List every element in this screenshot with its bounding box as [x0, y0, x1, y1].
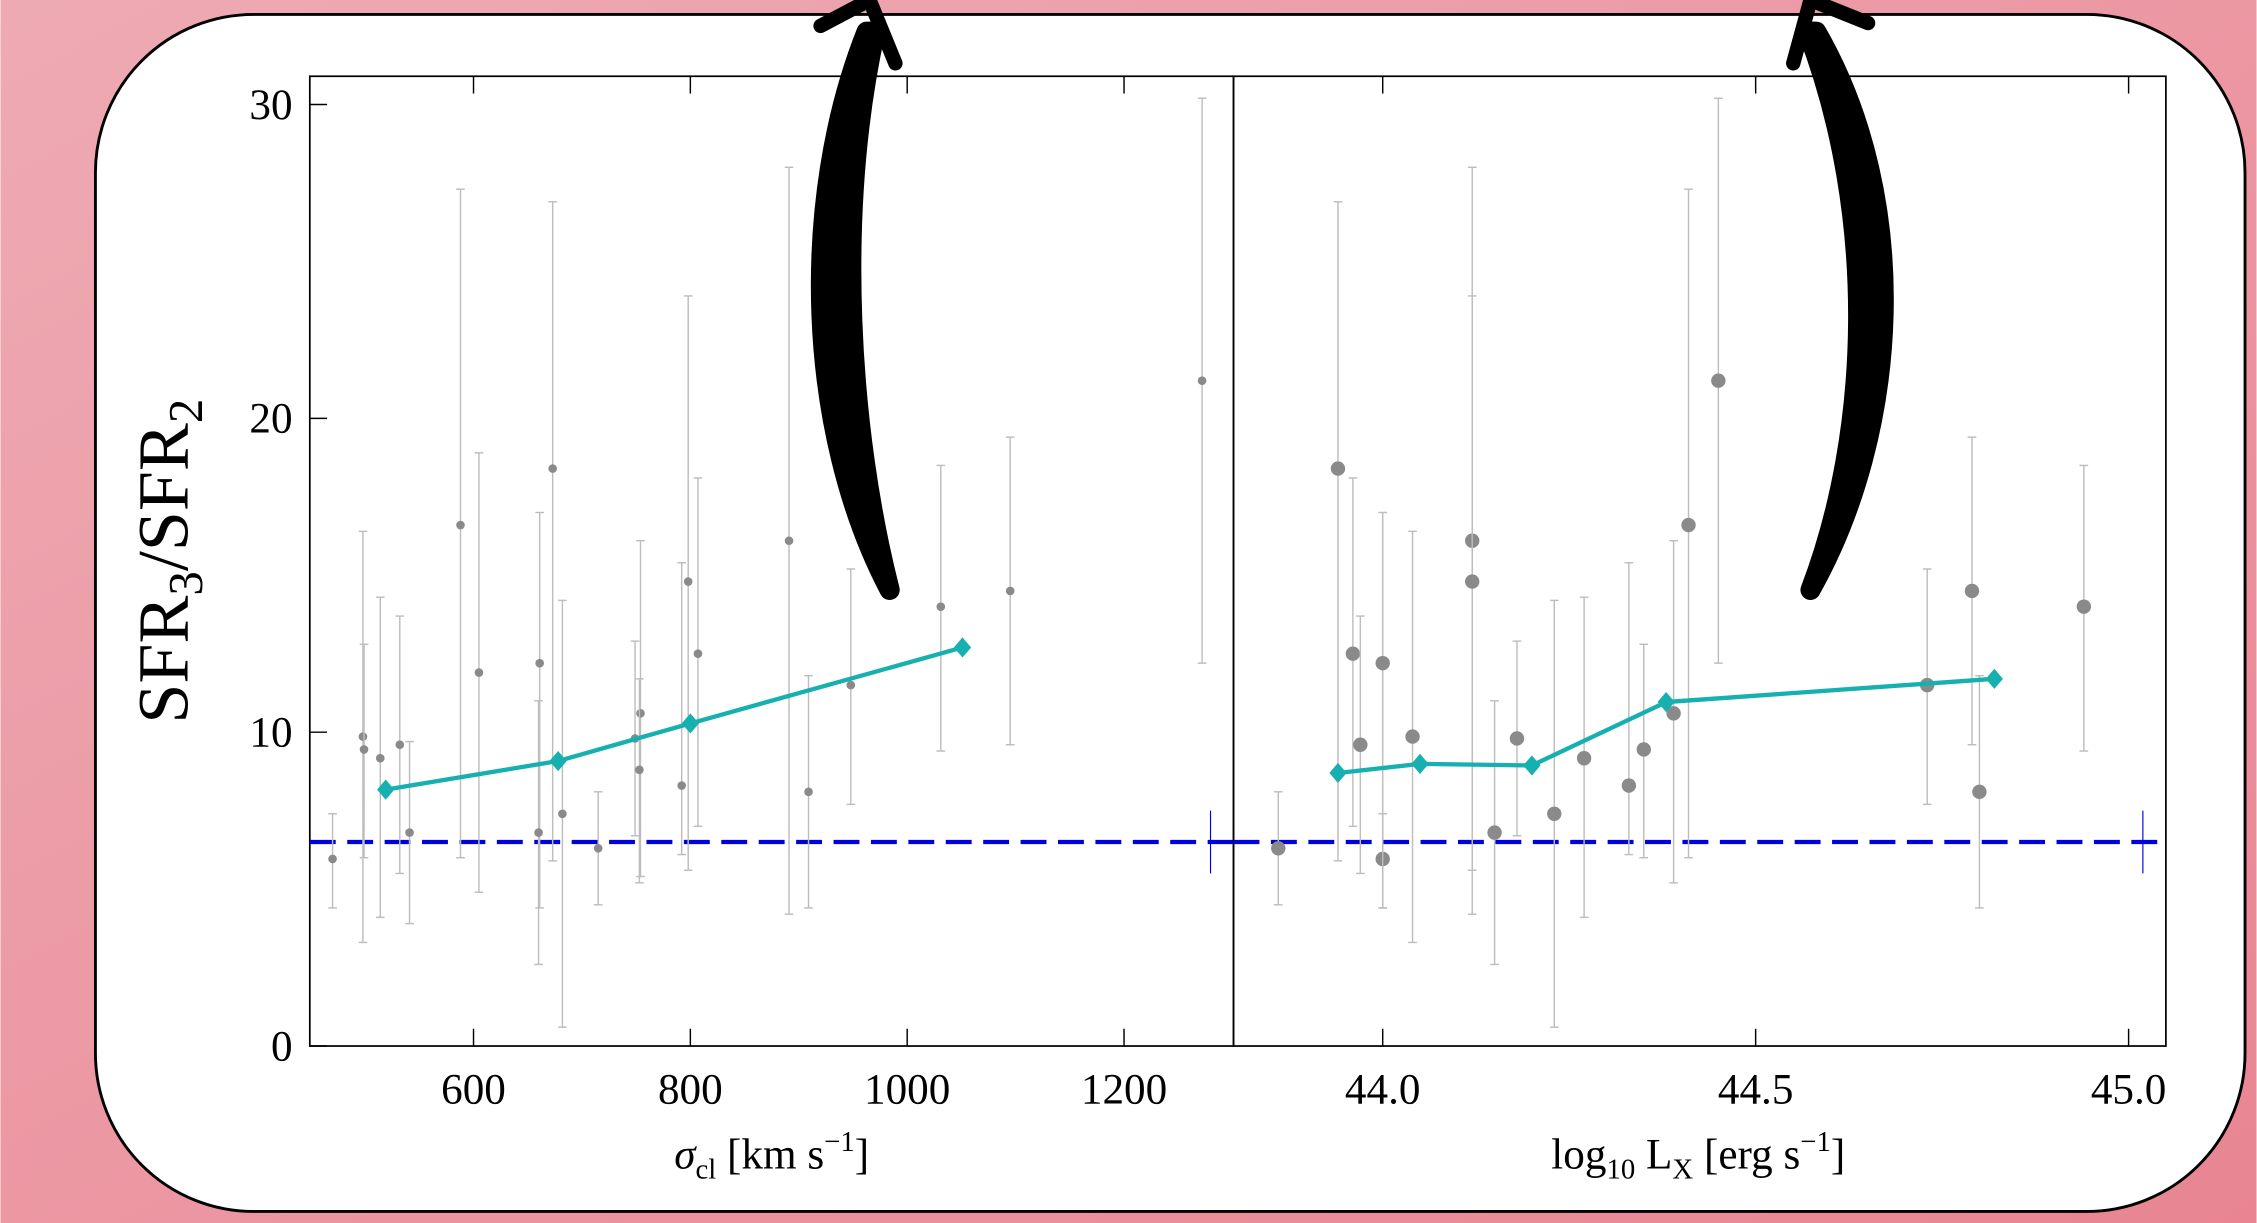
data-point [456, 520, 465, 530]
data-point [1636, 742, 1651, 757]
y-tick-label: 10 [249, 710, 292, 757]
xlabel-part: σ [674, 1131, 697, 1178]
ylabel-sub: 2 [158, 399, 213, 423]
data-point [784, 536, 794, 546]
card [93, 12, 2247, 1213]
data-point [1197, 376, 1207, 385]
data-point [936, 602, 946, 611]
data-point [693, 649, 703, 659]
data-point [395, 740, 405, 750]
xlabel-part: ] [1831, 1131, 1845, 1178]
x-tick-label: 1000 [864, 1067, 950, 1114]
data-point [405, 828, 414, 837]
data-point [677, 781, 687, 790]
xlabel-part: L [1635, 1131, 1672, 1178]
data-point [1972, 784, 1987, 800]
data-point [535, 658, 544, 668]
data-point [1330, 461, 1346, 476]
data-point [846, 680, 856, 690]
data-point [1681, 517, 1696, 533]
data-point [358, 732, 368, 741]
data-point [1005, 586, 1015, 596]
ylabel-sub: 3 [158, 571, 213, 595]
data-point [593, 843, 603, 853]
data-point [636, 709, 645, 718]
xlabel-sub: X [1672, 1153, 1693, 1185]
xlabel-part: [erg s [1693, 1131, 1800, 1178]
data-point [1509, 731, 1525, 746]
ylabel-part: SFR [124, 596, 204, 724]
xlabel-sup: −1 [824, 1126, 855, 1158]
data-point [375, 753, 385, 763]
data-point [1345, 646, 1361, 661]
data-point [1487, 825, 1502, 840]
ylabel-part: /SFR [124, 423, 204, 571]
trend-marker [681, 713, 699, 734]
xlabel-part: ] [855, 1131, 869, 1178]
arrow [810, 0, 1894, 600]
data-point [635, 765, 644, 775]
y-tick-label: 30 [249, 82, 292, 129]
data-point [1711, 373, 1726, 388]
data-point [1576, 751, 1592, 766]
data-point [1666, 706, 1681, 721]
axes-frame [1232, 75, 2167, 1047]
data-point [328, 854, 337, 864]
xlabel-sub: cl [695, 1153, 716, 1185]
trend-marker [377, 779, 395, 800]
x-tick-label: 45.0 [2091, 1067, 2167, 1114]
data-point [1271, 841, 1286, 856]
xlabel-sup: −1 [1800, 1126, 1831, 1158]
x-axis-label: σcl [km s−1] [674, 1126, 869, 1185]
data-point [1621, 778, 1637, 793]
data-point [1964, 583, 1980, 599]
data-point [804, 787, 813, 797]
data-point [474, 668, 484, 677]
data-point [2076, 599, 2092, 614]
data-point [683, 577, 693, 586]
data-point [359, 745, 369, 754]
data-point [548, 464, 557, 473]
trend-marker [1985, 668, 2003, 689]
x-axis-label: log10 LX [erg s−1] [1551, 1126, 1845, 1185]
x-tick-label: 600 [441, 1067, 506, 1114]
data-point [1353, 737, 1368, 752]
trend-marker [1657, 691, 1675, 713]
data-point [558, 809, 567, 819]
data-point [1375, 655, 1390, 671]
trend-marker [953, 637, 972, 658]
y-tick-label: 20 [249, 396, 292, 443]
trend-line [385, 645, 964, 792]
trend-marker [549, 750, 567, 772]
xlabel-sub: 10 [1606, 1153, 1635, 1185]
y-tick-label: 0 [271, 1023, 293, 1070]
trend-marker [1523, 755, 1541, 776]
data-point [1547, 806, 1562, 821]
xlabel-part: [km s [716, 1131, 824, 1178]
data-point [1405, 729, 1420, 744]
x-tick-label: 1200 [1081, 1067, 1167, 1114]
x-tick-label: 44.5 [1718, 1067, 1794, 1114]
data-point [534, 828, 543, 837]
data-point [1465, 574, 1480, 589]
x-tick-label: 800 [658, 1067, 723, 1114]
trend-marker [1411, 753, 1429, 774]
y-axis-label: SFR3/SFR2 [124, 399, 213, 724]
plot-area: 600 800 1000 1200 0 10 20 30 44.0 44.5 45.0 [249, 75, 2167, 1114]
xlabel-part: log [1551, 1131, 1606, 1178]
x-tick-label: 44.0 [1345, 1067, 1421, 1114]
